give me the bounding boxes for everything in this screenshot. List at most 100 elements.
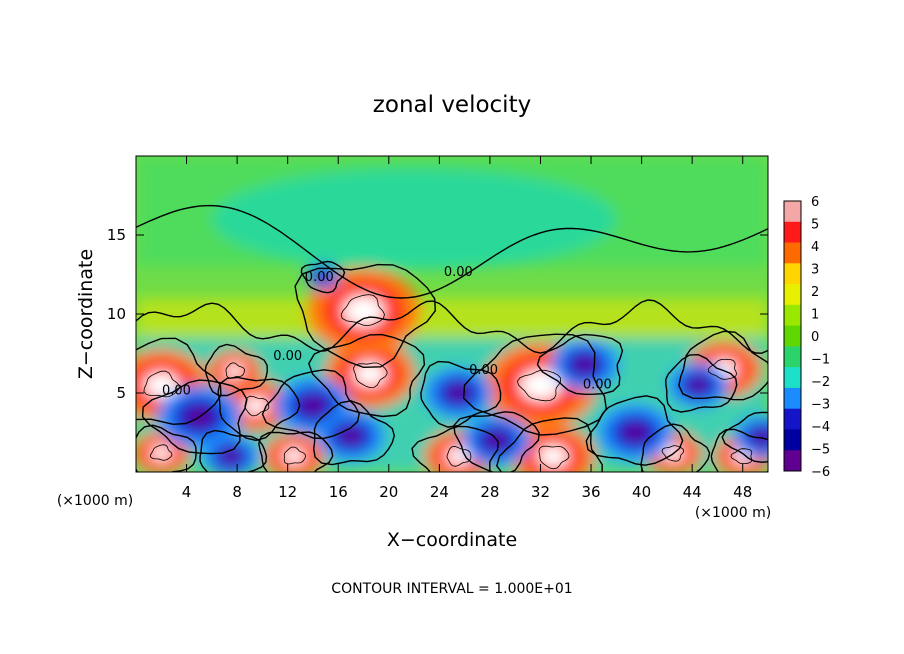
upper-cyan-patch: [211, 168, 617, 270]
negative-peak-18: [574, 356, 595, 373]
positive-peak-2: [243, 396, 269, 416]
colorbar-swatch: [784, 304, 801, 327]
y-tick-label: 15: [107, 226, 126, 244]
contour-label: 0.00: [444, 265, 473, 280]
inner-contour-10: [661, 445, 685, 462]
inner-contour-12: [340, 294, 385, 327]
zero-contour-21: [199, 429, 268, 472]
shear-zero-contour: [136, 299, 768, 354]
colorbar-tick-label: 5: [811, 218, 819, 233]
colorbar-tick-label: 1: [811, 308, 819, 323]
inner-contour-9: [538, 445, 570, 470]
x-tick-label: 20: [379, 483, 398, 501]
colorbar-frame: [783, 200, 802, 472]
x-tick-label: 24: [430, 483, 449, 501]
colorbar-swatch: [784, 450, 801, 472]
colorbar-swatch: [784, 201, 801, 223]
x-unit-right: (×1000 m): [695, 505, 771, 521]
x-tick-label: 44: [683, 483, 702, 501]
inner-contour-5: [707, 358, 738, 380]
x-tick-label: 48: [733, 483, 752, 501]
x-tick-label: 32: [531, 483, 550, 501]
inner-contour-8: [446, 446, 472, 467]
shear-layer-band: [136, 298, 768, 338]
velocity-field: [136, 156, 768, 472]
zero-contour-13: [141, 379, 248, 455]
x-tick-label: 4: [182, 483, 192, 501]
zero-contour-22: [300, 260, 346, 294]
zero-contour-8: [411, 425, 499, 472]
zero-contour-0: [136, 337, 222, 426]
chart-title: zonal velocity: [373, 92, 531, 118]
zero-contour-11: [710, 428, 768, 472]
negative-peak-14: [301, 397, 325, 415]
inner-contour-1: [225, 362, 245, 379]
inner-contour-3: [353, 362, 388, 389]
y-tick-label: 5: [116, 384, 126, 402]
colorbar-swatch: [784, 367, 801, 389]
x-axis-label: X−coordinate: [387, 529, 517, 551]
colorbar-tick-label: 0: [811, 330, 819, 345]
zero-contour-17: [453, 411, 540, 472]
colorbar-swatch: [784, 242, 801, 264]
negative-peak-21: [222, 449, 240, 463]
positive-peak-9: [537, 444, 569, 468]
negative-peak-15: [340, 427, 362, 444]
colorbar-tick-label: −5: [811, 443, 830, 458]
contour-label: 0.00: [273, 349, 302, 364]
colorbar-tick-label: −1: [811, 353, 830, 368]
y-axis-ticks: 5 10 15: [107, 226, 768, 402]
zero-contour-14: [261, 369, 360, 440]
y-tick-label: 10: [107, 305, 126, 323]
zero-contour-4: [462, 333, 608, 436]
negative-peak-22: [317, 272, 329, 280]
x-tick-label: 8: [232, 483, 242, 501]
colorbar-swatch: [784, 284, 801, 306]
positive-peak-0: [143, 372, 179, 399]
positive-peak-1: [224, 363, 245, 379]
positive-peak-3: [353, 361, 387, 387]
x-axis-ticks: 4 8 12 16 20 24 28 32 36 40 44 48: [182, 156, 752, 501]
negative-peak-19: [623, 423, 647, 442]
contour-label: 0.00: [305, 270, 334, 285]
colorbar-tick-label: −2: [811, 375, 830, 390]
zero-contour-19: [585, 395, 684, 466]
x-tick-label: 12: [278, 483, 297, 501]
x-tick-label: 40: [632, 483, 651, 501]
zero-contour-6: [136, 424, 197, 472]
colorbar-swatch: [784, 325, 801, 347]
colorbar-swatch: [784, 346, 801, 368]
positive-peak-7: [282, 447, 306, 465]
zero-contour-7: [258, 431, 334, 472]
zero-contour-23: [721, 411, 768, 463]
zero-contour-18: [536, 333, 624, 396]
x-tick-label: 16: [329, 483, 348, 501]
zero-contour-10: [640, 423, 711, 472]
negative-peak-16: [448, 385, 469, 401]
contour-label: 0.00: [469, 363, 498, 378]
positive-peak-12: [342, 295, 385, 327]
colorbar-tick-label: 3: [811, 263, 819, 278]
inner-contour-11: [730, 448, 753, 465]
zero-contour-15: [312, 400, 396, 466]
x-unit-left: (×1000 m): [57, 493, 133, 509]
upper-zero-contour: [136, 204, 768, 299]
negative-peak-20: [689, 378, 708, 392]
colorbar-swatch: [784, 429, 801, 451]
colorbar-tick-label: 2: [811, 285, 819, 300]
zero-contour-9: [496, 417, 603, 472]
colorbar-tick-label: −3: [811, 398, 830, 413]
contour-label: 0.00: [162, 384, 191, 399]
plot-area: 0.00 0.00 0.00 0.00 0.00 0.00: [135, 155, 769, 473]
inner-contour-4: [516, 369, 562, 402]
inner-contour-6: [150, 444, 173, 461]
zero-contour-2: [217, 376, 301, 442]
colorbar-tick-label: 4: [811, 240, 819, 255]
x-tick-label: 28: [480, 483, 499, 501]
inner-contour-7: [283, 446, 307, 465]
x-tick-label: 36: [581, 483, 600, 501]
contour-label: 0.00: [583, 377, 612, 392]
zero-contour-1: [204, 343, 269, 397]
colorbar-swatch: [784, 263, 801, 285]
